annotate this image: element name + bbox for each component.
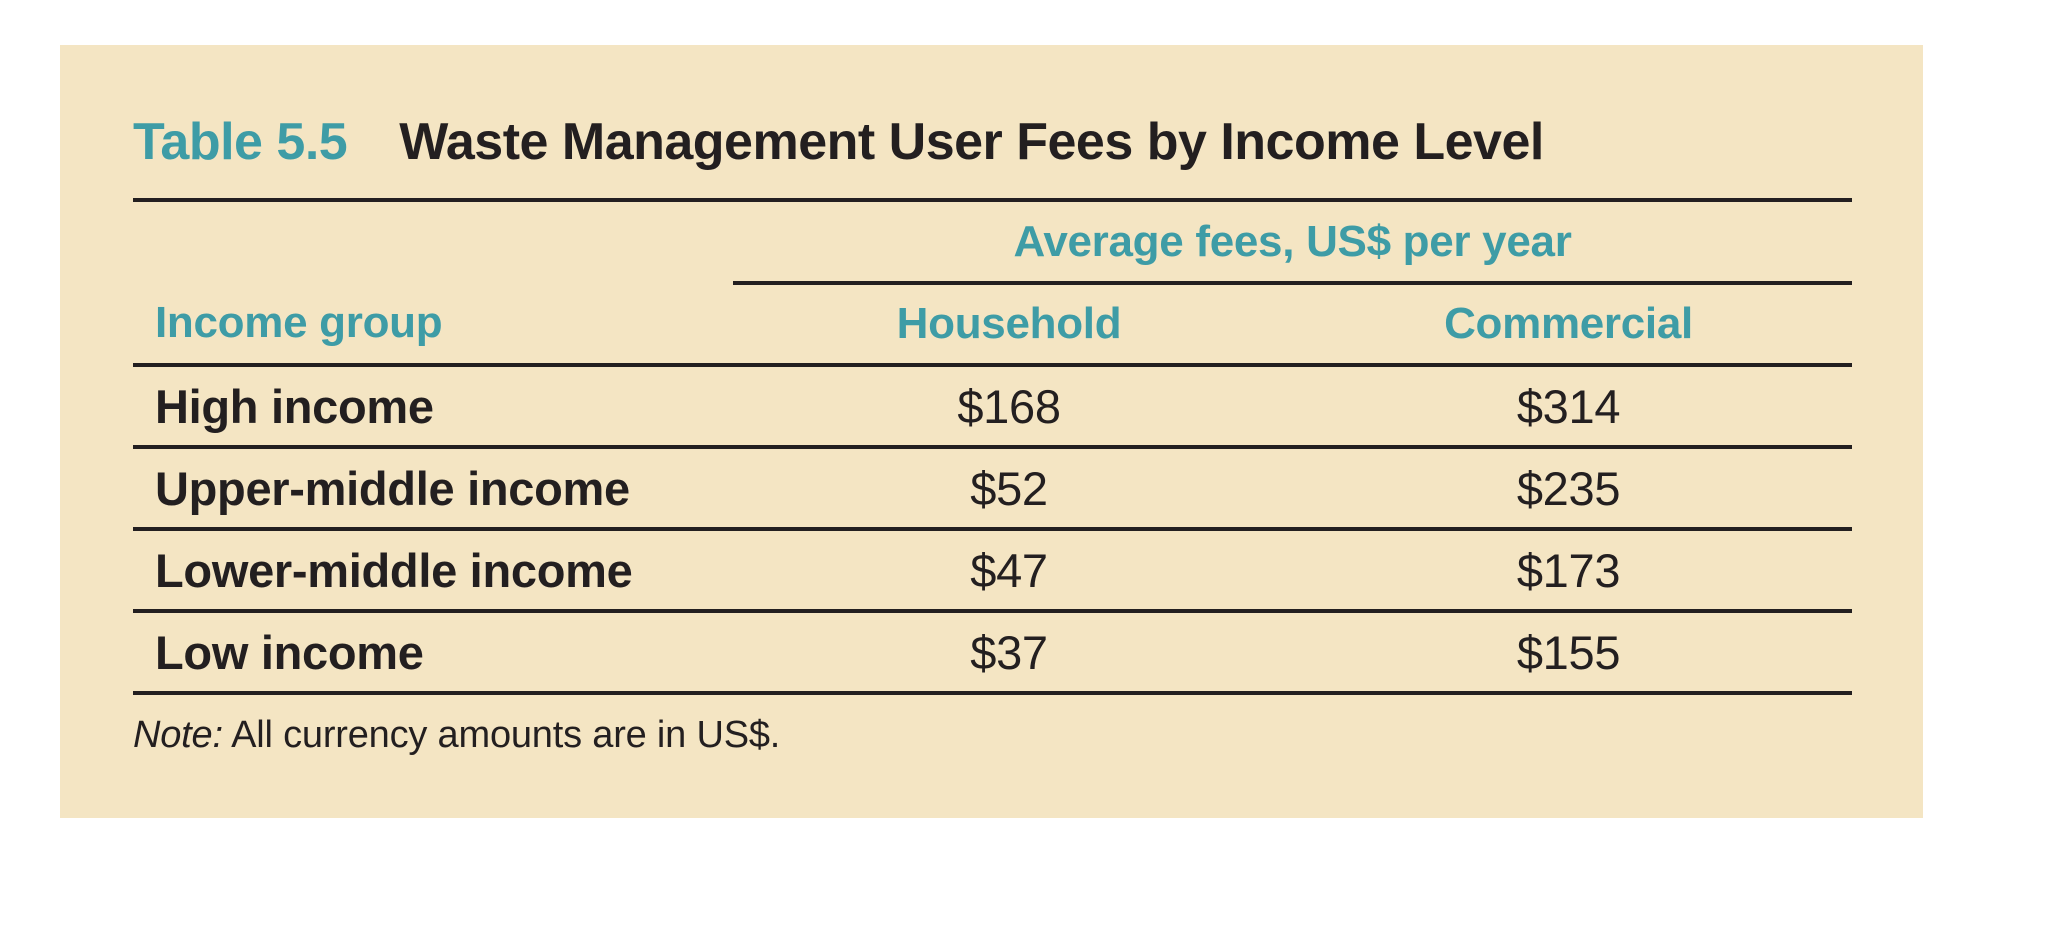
row-label: Upper-middle income [133,447,733,531]
table-title: Waste Management User Fees by Income Lev… [399,113,1544,171]
household-fee-value: $47 [733,529,1285,613]
table-note: Note: All currency amounts are in US$. [133,712,1852,758]
spanner-row: Average fees, US$ per year [133,200,1853,285]
table-number: Table 5.5 [133,113,348,171]
table-caption: Table 5.5 Waste Management User Fees by … [133,107,1852,177]
commercial-fee-value: $235 [1285,447,1853,531]
table-content: Table 5.5 Waste Management User Fees by … [133,107,1853,758]
commercial-fee-value: $314 [1285,365,1853,449]
column-header-income-group: Income group [133,283,733,367]
commercial-fee-value: $173 [1285,529,1853,613]
spanner-spacer-cell [133,200,733,283]
row-label: Lower-middle income [133,529,733,613]
row-label: Low income [133,611,733,695]
row-label: High income [133,365,733,449]
column-header-household: Household [733,283,1285,367]
fees-table: Average fees, US$ per year Income group … [133,198,1853,695]
table-panel: Table 5.5 Waste Management User Fees by … [60,45,1923,818]
column-header-commercial: Commercial [1285,283,1853,367]
household-fee-value: $37 [733,611,1285,695]
table-row-high-income: High income $168 $314 [133,365,1853,449]
header-row: Income group Household Commercial [133,283,1853,367]
table-row-upper-middle-income: Upper-middle income $52 $235 [133,447,1853,531]
household-fee-value: $52 [733,447,1285,531]
note-label: Note: [133,714,223,756]
commercial-fee-value: $155 [1285,611,1853,695]
column-group-header-average-fees: Average fees, US$ per year [733,200,1853,285]
table-row-low-income: Low income $37 $155 [133,611,1853,695]
note-text: All currency amounts are in US$. [231,714,781,756]
table-row-lower-middle-income: Lower-middle income $47 $173 [133,529,1853,613]
household-fee-value: $168 [733,365,1285,449]
